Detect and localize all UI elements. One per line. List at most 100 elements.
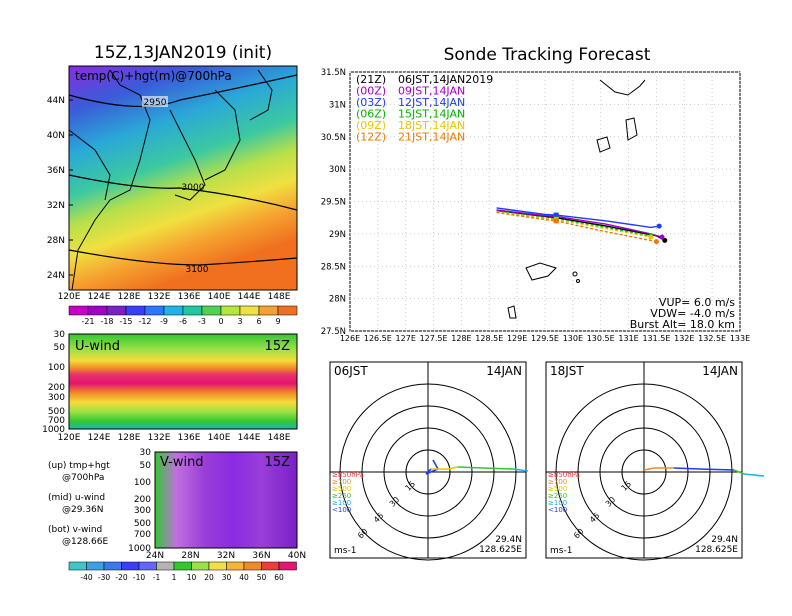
level-legend: ≥250 bbox=[548, 492, 567, 500]
hodograph-unit: ms-1 bbox=[550, 546, 572, 556]
colorbar-swatch bbox=[86, 561, 105, 571]
colorbar-label: 50 bbox=[257, 573, 267, 582]
level-legend: ≥100 bbox=[332, 499, 351, 507]
pressure-tick-label: 50 bbox=[140, 461, 152, 471]
lon-tick-label: 128E bbox=[118, 292, 141, 302]
level-legend: ≥250 bbox=[332, 492, 351, 500]
wind-profile-segment bbox=[733, 469, 745, 475]
lon-tick-label: 120E bbox=[58, 292, 81, 302]
vwind-frame bbox=[154, 451, 298, 549]
colorbar-label: -20 bbox=[115, 573, 127, 582]
pressure-tick-label: 30 bbox=[140, 448, 152, 458]
map-label: temp(C)+hgt(m)@700hPa bbox=[75, 69, 232, 83]
colorbar-label: 9 bbox=[275, 317, 280, 326]
colorbar-swatch bbox=[68, 305, 89, 316]
colorbar-label: -9 bbox=[160, 317, 168, 326]
legend-bot: (bot) v-wind bbox=[48, 525, 102, 535]
islet bbox=[576, 279, 580, 283]
colorbar-swatch bbox=[182, 305, 203, 316]
lon-tick-label: 130.5E bbox=[587, 334, 615, 343]
wind-colorbar: -40 -30 -20 -10 -1 1 10 20 30 40 50 60 bbox=[68, 561, 297, 582]
colorbar-swatch bbox=[220, 305, 241, 316]
vwind-lat-ticks: 24N 28N 32N 36N 40N bbox=[146, 551, 306, 561]
legend-bot-sub: @128.66E bbox=[62, 537, 108, 547]
landing-point bbox=[662, 237, 668, 243]
colorbar-swatch bbox=[239, 305, 260, 316]
level-legend: ≥850hPa bbox=[332, 471, 364, 479]
uwind-time: 15Z bbox=[265, 339, 291, 354]
islet bbox=[572, 271, 578, 277]
wind-profile-segment bbox=[457, 466, 514, 470]
legend-mid-sub: @29.36N bbox=[62, 505, 104, 515]
lon-tick-label: 140E bbox=[208, 433, 231, 443]
lon-tick-label: 129.5E bbox=[531, 334, 559, 343]
lon-tick-label: 126.5E bbox=[364, 334, 392, 343]
uwind-section bbox=[69, 334, 297, 429]
colorbar-label: 3 bbox=[237, 317, 242, 326]
track-lon-ticks: 126E 126.5E 127E 127.5E 128E 128.5E 129E 129.5E… bbox=[340, 334, 750, 343]
lat-tick-label: 30.5N bbox=[321, 133, 346, 143]
colorbar-label: 1 bbox=[172, 573, 177, 582]
colorbar-label: -18 bbox=[100, 317, 113, 326]
lon-tick-label: 129E bbox=[507, 334, 527, 343]
hodograph-lat: 29.4N bbox=[711, 535, 738, 545]
lat-tick-label: 24N bbox=[47, 271, 65, 281]
lat-tick-label: 32N bbox=[47, 201, 65, 211]
colorbar-swatch bbox=[226, 561, 245, 571]
track-lat-ticks: 31.5N 31N 30.5N 30N 29.5N 29N 28.5N 28N 27.5N bbox=[321, 68, 346, 337]
lon-tick-label: 131E bbox=[618, 334, 638, 343]
colorbar-label: 10 bbox=[187, 573, 197, 582]
lon-tick-label: 144E bbox=[238, 433, 261, 443]
level-legend: ≥500 bbox=[548, 485, 567, 493]
colorbar-swatch bbox=[278, 561, 297, 571]
colorbar-swatch bbox=[156, 561, 175, 571]
lat-tick-label: 24N bbox=[146, 551, 164, 561]
tanegashima bbox=[596, 136, 611, 153]
pressure-tick-label: 200 bbox=[134, 495, 151, 505]
map-frame bbox=[68, 65, 298, 291]
launch-utc: (21Z) bbox=[356, 73, 386, 86]
contour-label-3100: 3100 bbox=[186, 265, 209, 275]
contour-label-2950: 2950 bbox=[144, 98, 167, 108]
lat-tick-label: 36N bbox=[252, 551, 270, 561]
lon-tick-label: 132E bbox=[674, 334, 694, 343]
wind-profile-segment bbox=[431, 466, 459, 470]
lon-tick-label: 128.5E bbox=[475, 334, 503, 343]
launch-utc: (00Z) bbox=[356, 85, 386, 98]
panel-legend: (up) tmp+hgt @700hPa (mid) u-wind @29.36… bbox=[48, 461, 110, 547]
uwind-label: U-wind bbox=[75, 339, 120, 354]
lat-tick-label: 28N bbox=[329, 295, 346, 305]
lon-tick-label: 130E bbox=[563, 334, 583, 343]
colorbar-label: 30 bbox=[222, 573, 232, 582]
colorbar-label: -10 bbox=[133, 573, 145, 582]
lon-tick-label: 124E bbox=[88, 292, 111, 302]
lat-tick-label: 40N bbox=[47, 131, 65, 141]
level-legend: ≥850hPa bbox=[548, 471, 580, 479]
pressure-tick-label: 700 bbox=[134, 530, 151, 540]
lat-tick-label: 29N bbox=[329, 230, 346, 240]
hodograph-lon: 128.625E bbox=[695, 545, 738, 555]
landing-point bbox=[653, 239, 659, 245]
vwind-time: 15Z bbox=[265, 455, 291, 470]
level-legend: ≥700 bbox=[548, 478, 567, 486]
vdw-label: VDW= -4.0 m/s bbox=[650, 307, 735, 320]
islands bbox=[507, 79, 646, 319]
launch-jst: 09JST,14JAN bbox=[398, 85, 465, 98]
colorbar-swatch bbox=[277, 305, 298, 316]
lat-tick-label: 30N bbox=[329, 165, 346, 175]
colorbar-swatch bbox=[103, 561, 122, 571]
colorbar-swatch bbox=[121, 561, 140, 571]
colorbar-label: -12 bbox=[138, 317, 151, 326]
lon-tick-label: 136E bbox=[178, 433, 201, 443]
colorbar-swatch bbox=[261, 561, 280, 571]
burst-label: Burst Alt= 18.0 km bbox=[630, 318, 735, 331]
wind-profile-segment bbox=[512, 468, 529, 472]
contour-label-bg bbox=[142, 96, 168, 107]
lat-tick-label: 28.5N bbox=[321, 262, 346, 272]
colorbar-swatch bbox=[243, 561, 262, 571]
lat-tick-label: 29.5N bbox=[321, 198, 346, 208]
level-legend: ≥700 bbox=[332, 478, 351, 486]
